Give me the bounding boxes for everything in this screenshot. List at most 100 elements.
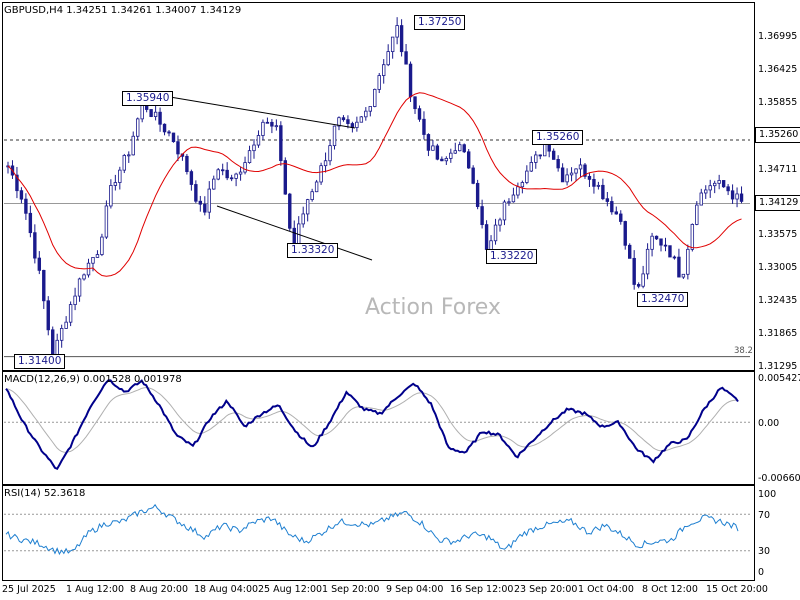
candle-body [158, 111, 162, 125]
candle-body [149, 109, 153, 117]
candle-body [484, 224, 489, 250]
candle-body [511, 194, 516, 203]
candle-body [252, 144, 256, 152]
candle-body [413, 96, 417, 110]
candle-body [19, 190, 24, 200]
candle-body [153, 111, 158, 117]
date-tick: 1 Aug 12:00 [66, 584, 125, 595]
candle-body [601, 184, 605, 200]
macd-tick: -0.006603 [758, 473, 800, 484]
price-tick: 1.36995 [758, 31, 798, 42]
candle-body [95, 254, 100, 258]
candle-body [341, 117, 346, 121]
candle-body [91, 257, 95, 264]
candle-body [310, 191, 314, 201]
candle-body [261, 121, 265, 136]
candle-body [82, 274, 86, 280]
candle-body [176, 141, 180, 155]
date-tick: 18 Aug 04:00 [194, 584, 259, 595]
candle-body [373, 88, 377, 107]
candle-body [46, 300, 50, 331]
candle-body [739, 193, 744, 202]
candle-body [462, 144, 466, 153]
candle-body [247, 150, 252, 163]
macd-tick: 0.00 [758, 418, 780, 429]
candle-body [619, 213, 623, 222]
candle-body [574, 168, 578, 174]
candle-body [556, 159, 560, 169]
candle-body [721, 180, 726, 188]
candle-body [417, 108, 422, 120]
candle-body [587, 175, 592, 180]
candle-body [480, 206, 484, 225]
candle-body [426, 134, 431, 151]
candle-body [605, 198, 610, 202]
candle-body [565, 174, 569, 183]
candle-body [359, 116, 364, 123]
candle-body [346, 119, 350, 124]
candle-body [404, 51, 408, 65]
candle-body [507, 201, 511, 204]
candle-body [216, 169, 220, 180]
candle-body [395, 25, 399, 38]
candle-body [695, 204, 699, 225]
level-callout-133220: 1.33220 [486, 249, 538, 264]
candle-body [59, 328, 64, 341]
candle-body [610, 201, 614, 213]
candle-body [516, 186, 520, 196]
candle-body [185, 155, 189, 172]
candle-body [15, 174, 19, 192]
price-chart-panel[interactable] [2, 2, 755, 371]
channel-lower-line [216, 205, 373, 261]
candle-body [234, 173, 238, 179]
candle-body [64, 321, 68, 329]
candle-body [502, 201, 507, 221]
candle-body [498, 219, 502, 226]
candle-body [136, 118, 140, 137]
candle-body [314, 181, 319, 193]
candle-body [449, 152, 453, 159]
level-callout-135260: 1.35260 [532, 130, 584, 145]
candle-body [162, 123, 167, 133]
candle-body [636, 284, 641, 287]
candle-body [529, 162, 534, 172]
candle-body [466, 151, 471, 169]
candle-body [534, 154, 538, 163]
candle-body [131, 135, 135, 156]
candle-body [690, 224, 695, 250]
level-callout-135940: 1.35940 [122, 91, 174, 106]
candle-body [708, 185, 712, 191]
macd-signal-line [5, 387, 739, 453]
candle-body [212, 178, 216, 190]
candle-body [238, 171, 243, 175]
candle-body [229, 177, 234, 180]
rsi-title: RSI(14) 52.3618 [4, 488, 86, 499]
candle-body [113, 182, 118, 186]
macd-title: MACD(12,26,9) 0.001528 0.001978 [4, 374, 182, 385]
candle-body [270, 121, 274, 127]
candle-body [596, 184, 601, 187]
date-tick: 23 Sep 20:00 [514, 584, 578, 595]
price-tick: 1.33575 [758, 229, 798, 240]
candle-body [444, 158, 449, 162]
rsi-panel[interactable] [2, 485, 755, 581]
candle-body [274, 125, 279, 128]
candle-body [283, 160, 288, 195]
candle-body [256, 135, 261, 146]
date-tick: 25 Jul 2025 [2, 584, 56, 595]
candle-body [614, 211, 618, 215]
candle-body [167, 131, 171, 134]
candle-body [225, 169, 229, 179]
candle-body [73, 295, 77, 305]
candle-body [408, 63, 413, 98]
candle-body [704, 189, 708, 194]
candle-body [288, 193, 292, 229]
price-tick: 1.33005 [758, 262, 798, 273]
price-tick: 1.35855 [758, 97, 798, 108]
candle-body [390, 36, 395, 53]
candle-body [382, 64, 386, 76]
candle-body [100, 236, 104, 255]
date-tick: 1 Oct 04:00 [578, 584, 634, 595]
rsi-tick: 100 [758, 489, 777, 500]
